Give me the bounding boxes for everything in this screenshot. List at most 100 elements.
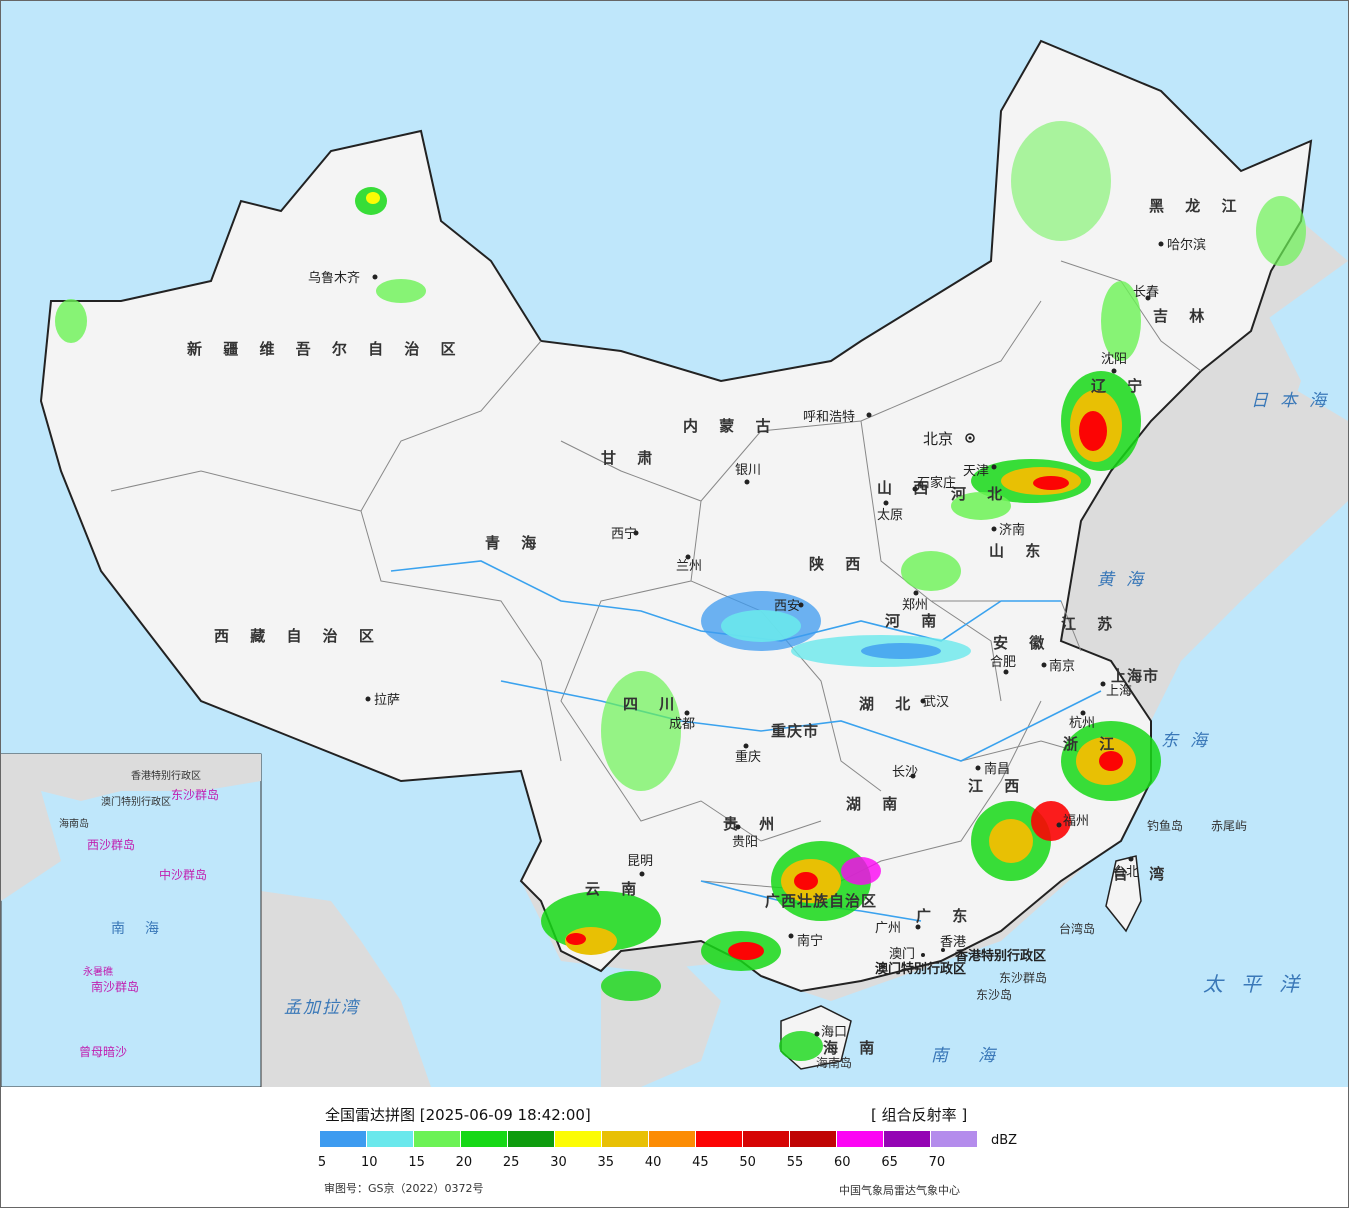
city-label-kunming: 昆明 [627,854,653,869]
city-label-nanning: 南宁 [797,933,823,949]
city-label-yinchuan: 银川 [735,463,761,478]
neighbor-land-south [261,891,431,1087]
inset-label-nanhai: 南海 [111,921,179,937]
city-jinan: 济南 [991,522,1025,538]
label-zhejiang: 浙 江 [1063,735,1122,753]
city-harbin: 哈尔滨 [1158,237,1206,253]
city-label-jinan: 济南 [999,522,1025,538]
city-taiyuan: 太原 [877,500,903,523]
city-nanjing: 南京 [1041,658,1075,674]
label-sea-south: 南海 [931,1046,1025,1066]
label-hebei: 河 北 [951,485,1010,503]
inset-label-hainan: 海南岛 [59,817,89,830]
city-chengdu: 成都 [669,710,695,732]
label-yunnan: 云 南 [585,880,644,898]
city-label-wuhan: 武汉 [923,695,949,710]
city-zhengzhou: 郑州 [902,590,928,613]
city-label-beijing: 北京 [923,430,953,448]
city-tianjin: 天津 [963,464,997,479]
label-dongsha-island: 东沙岛 [976,987,1012,1002]
city-chongqing: 重庆 [735,743,761,765]
city-yinchuan: 银川 [735,463,761,485]
city-label-tianjin: 天津 [963,464,989,479]
label-shanxi: 山 西 [877,479,936,497]
label-heilongjiang: 黑 龙 江 [1149,197,1244,215]
label-jiangxi: 江 西 [968,777,1027,795]
scale-tick-label: 35 [597,1155,615,1170]
label-xizang: 西 藏 自 治 区 [214,627,382,645]
city-haikou: 海口 [814,1025,847,1040]
city-hangzhou: 杭州 [1069,710,1095,731]
label-jilin: 吉 林 [1153,307,1212,325]
city-urumqi: 乌鲁木齐 [308,270,378,286]
label-qinghai: 青 海 [485,534,544,552]
city-label-chongqing: 重庆 [735,749,761,765]
label-guangxi: 广西壮族自治区 [765,892,877,910]
label-neimenggu: 内 蒙 古 [683,417,778,435]
label-sea-yellow: 黄海 [1097,570,1155,590]
label-hainan: 海 南 [823,1039,882,1057]
label-taiwan: 台 湾 [1113,865,1172,883]
scale-tick-label: 50 [739,1155,756,1170]
city-shenyang: 沈阳 [1101,352,1127,374]
city-label-lanzhou: 兰州 [676,559,702,574]
city-label-shenyang: 沈阳 [1101,352,1127,367]
inset-label-nansha: 南沙群岛 [91,979,139,994]
label-chiwei: 赤尾屿 [1211,819,1247,833]
color-swatch [461,1131,508,1147]
city-label-nanjing: 南京 [1049,658,1075,674]
label-gansu: 甘 肃 [601,449,660,467]
city-taipei: 台北 [1113,856,1139,880]
city-label-shijiazhuang: 石家庄 [917,475,956,491]
city-label-urumqi: 乌鲁木齐 [308,270,360,286]
taiwan-island [1105,855,1142,933]
label-hainan-island: 海南岛 [816,1055,852,1070]
island-labels: 钓鱼岛 赤尾屿 东沙群岛 东沙岛 台湾岛 海南岛 [816,818,1247,1070]
city-hohhot: 呼和浩特 [803,410,872,425]
color-swatch [837,1131,884,1147]
city-label-xining: 西宁 [611,526,637,542]
radar-map[interactable]: 新 疆 维 吾 尔 自 治 区 西 藏 自 治 区 青 海 甘 肃 内 蒙 古 … [1,1,1348,1087]
city-macau: 澳门 [889,946,925,962]
city-hefei: 合肥 [990,655,1016,675]
legend-panel: 全国雷达拼图 [2025-06-09 18:42:00] [ 组合反射率 ] d… [1,1088,1348,1206]
scale-tick-label: 60 [834,1155,851,1170]
scale-tick-label: 5 [317,1155,327,1170]
label-guangdong: 广 东 [916,907,975,925]
scale-tick-label: 20 [455,1155,473,1170]
scale-tick-label: 70 [928,1155,946,1170]
city-label-hangzhou: 杭州 [1069,716,1095,731]
city-nanchang: 南昌 [975,761,1010,777]
color-swatch [602,1131,649,1147]
label-sea-east: 东海 [1161,731,1219,751]
city-label-guangzhou: 广州 [875,921,901,936]
city-label-shanghai: 上海 [1106,684,1132,699]
color-swatch [649,1131,696,1147]
inset-label-zengmu: 曾母暗沙 [79,1044,127,1059]
city-hongkong: 香港 [940,935,966,952]
label-jiangsu: 江 苏 [1061,615,1120,633]
city-label-fuzhou: 福州 [1063,814,1089,829]
label-shandong: 山 东 [989,542,1048,560]
map-canvas: 新 疆 维 吾 尔 自 治 区 西 藏 自 治 区 青 海 甘 肃 内 蒙 古 … [1,1,1348,1087]
inset-label-macau: 澳门特别行政区 [101,795,171,808]
scale-tick-label: 15 [408,1155,425,1170]
city-xian: 西安 [774,599,804,614]
label-anhui: 安 徽 [993,634,1052,652]
label-shanghai: 上海市 [1111,667,1159,685]
city-shanghai: 上海 [1100,681,1132,699]
city-fuzhou: 福州 [1056,814,1089,829]
color-swatch [743,1131,790,1147]
label-macau-sar: 澳门特别行政区 [875,961,966,977]
color-swatch [884,1131,931,1147]
city-label-guiyang: 贵阳 [732,835,758,850]
inset-label-xisha: 西沙群岛 [87,837,135,852]
color-swatch [367,1131,414,1147]
label-shaanxi: 陕 西 [809,555,868,573]
city-label-zhengzhou: 郑州 [902,598,928,613]
color-swatch [508,1131,555,1147]
scale-tick-label: 10 [361,1155,378,1170]
color-swatch [555,1131,602,1147]
city-label-taipei: 台北 [1113,865,1139,880]
label-sea-pacific: 太平洋 [1203,972,1317,996]
